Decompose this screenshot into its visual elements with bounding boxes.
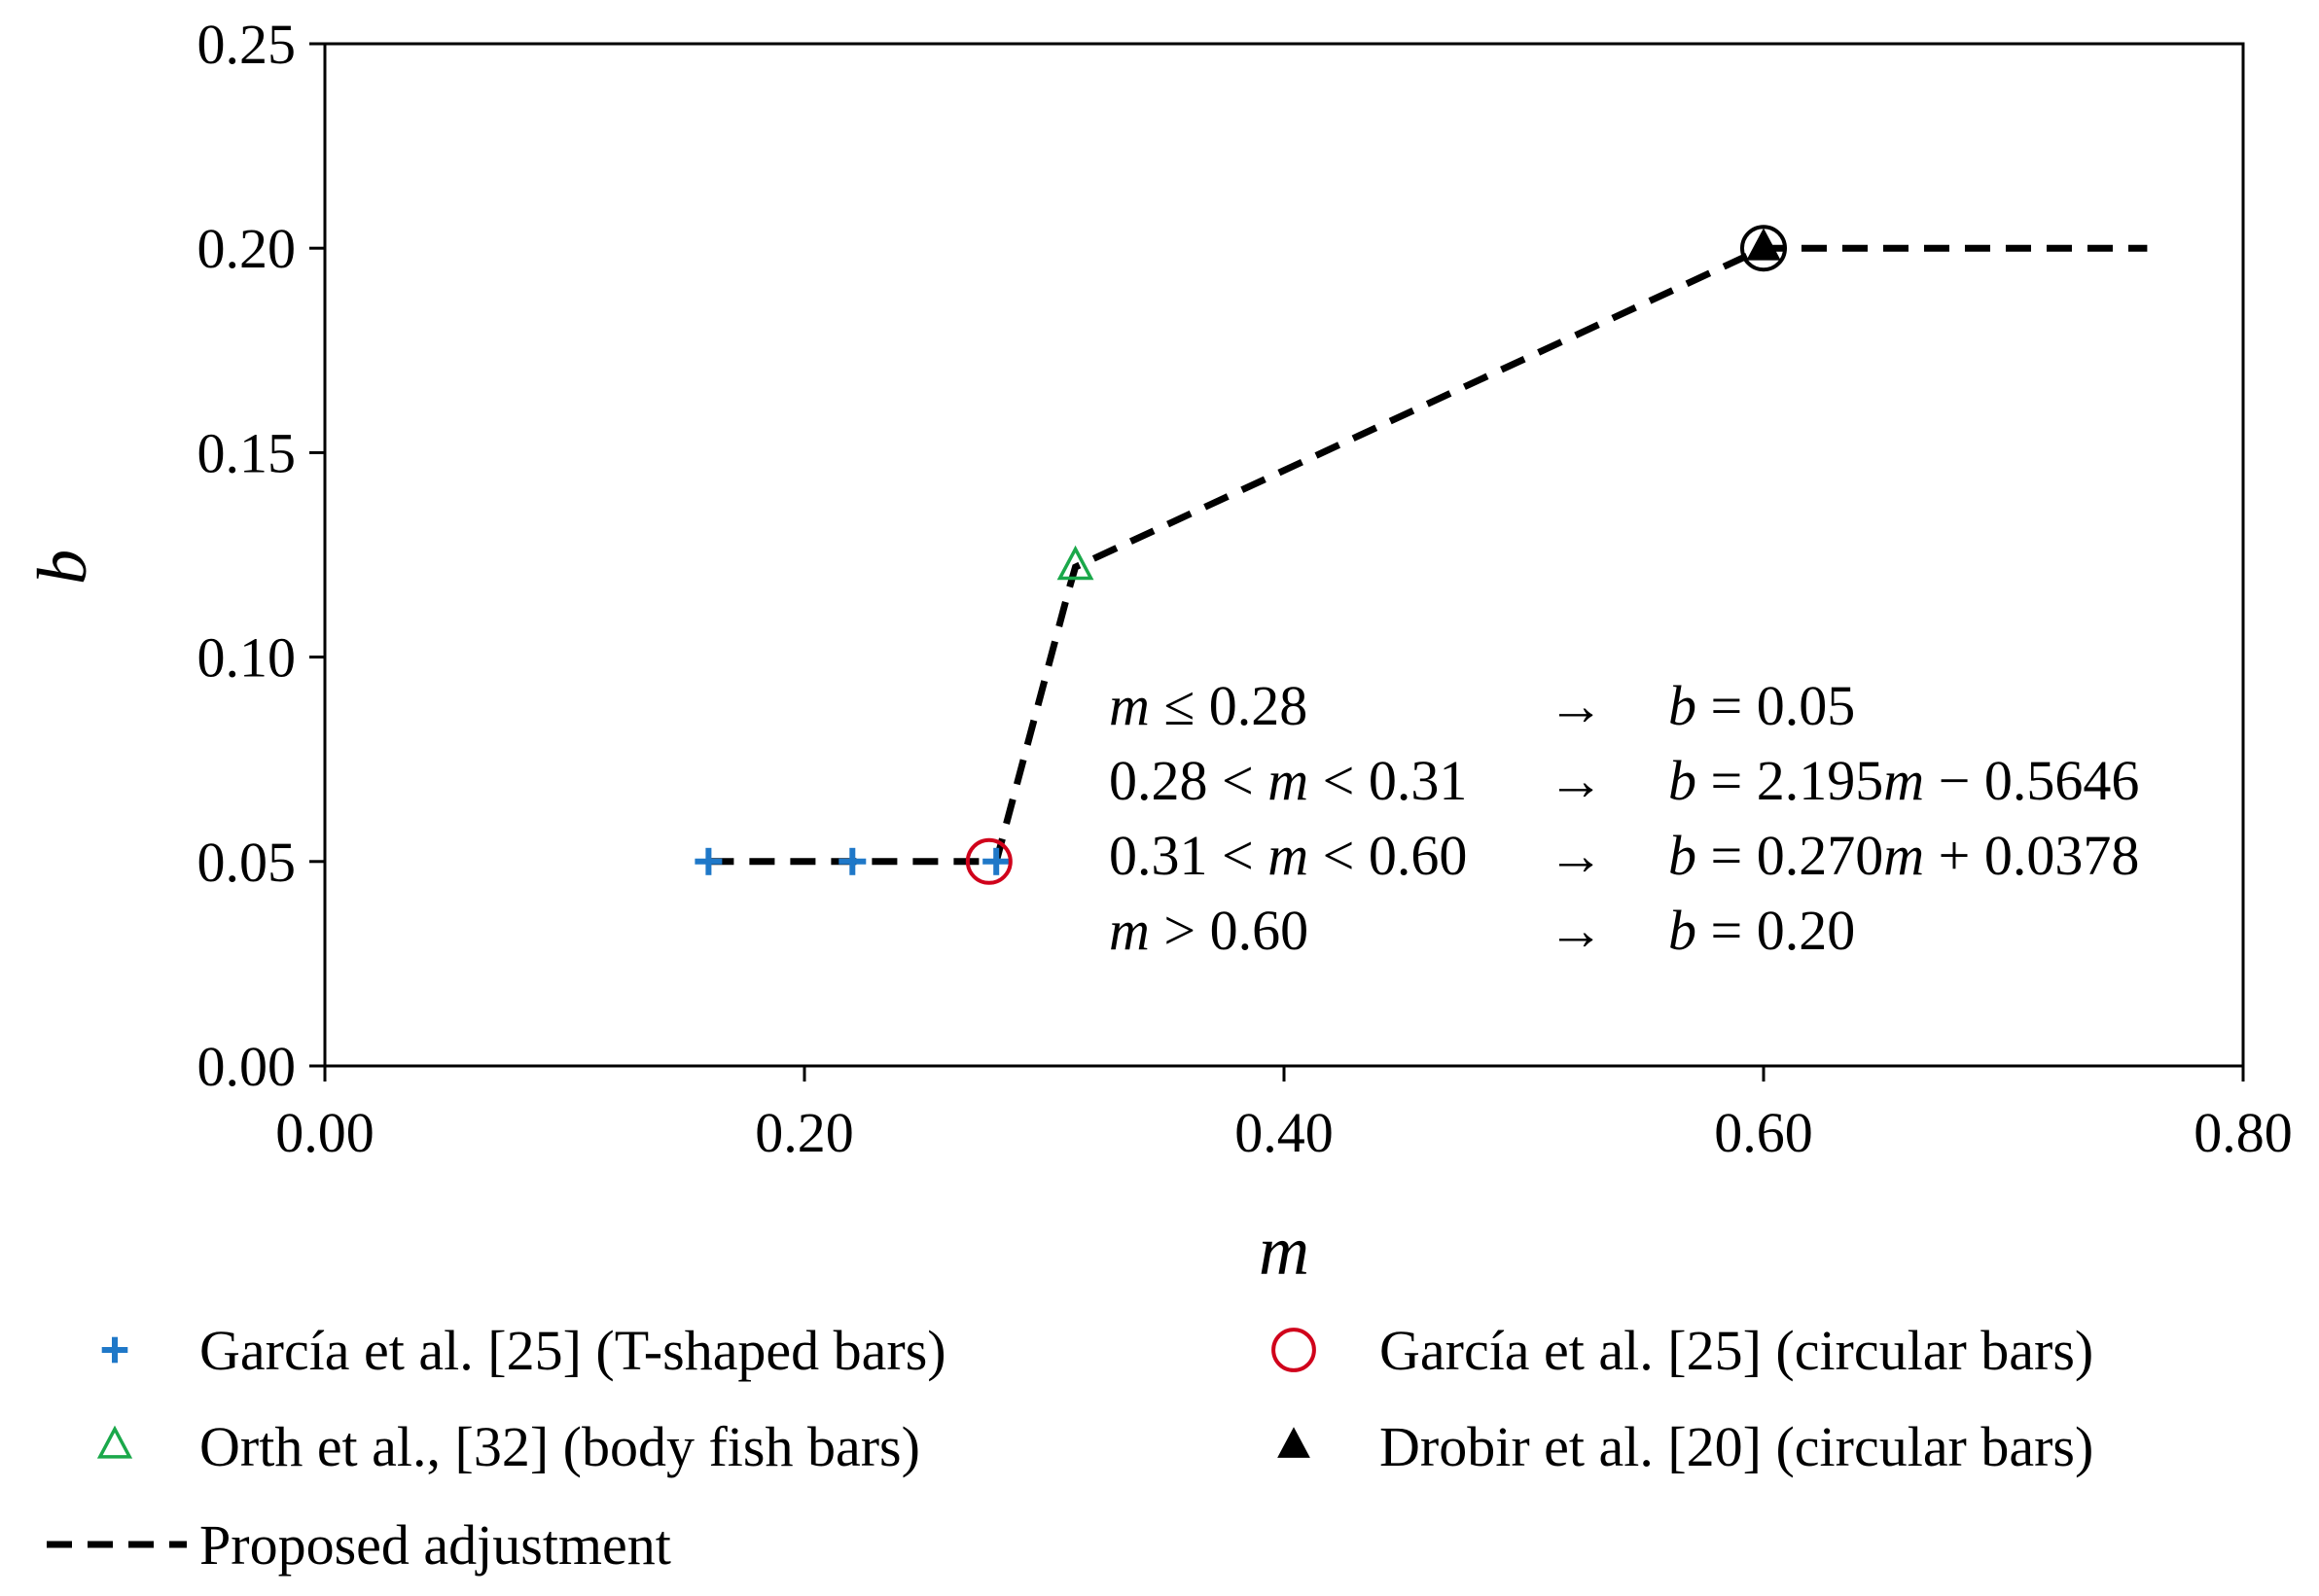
- annotation-condition-2: 0.31 < m < 0.60: [1109, 824, 1467, 887]
- y-tick-label: 0.05: [197, 831, 297, 894]
- annotation-equation-2: b = 0.270m + 0.0378: [1668, 824, 2139, 887]
- y-tick-label: 0.15: [197, 421, 297, 484]
- legend-marker-0: [101, 1336, 128, 1364]
- series-2-point-0-shape: [1056, 545, 1094, 581]
- x-tick-label: 0.40: [1234, 1101, 1334, 1164]
- annotation-condition-0: m ≤ 0.28: [1109, 674, 1307, 737]
- extra-marker-0-ring: [1740, 225, 1787, 272]
- legend-marker-3: [1277, 1427, 1310, 1458]
- series-0-point-1: [838, 847, 867, 875]
- annotation-arrow-1: →: [1548, 749, 1604, 812]
- legend-label-3: Drobir et al. [20] (circular bars): [1379, 1415, 2093, 1478]
- series-0-point-0: [695, 847, 723, 875]
- annotation-arrow-3: →: [1548, 899, 1604, 962]
- legend-marker-1: [1271, 1328, 1316, 1372]
- annotation-equation-0: b = 0.05: [1668, 674, 1855, 737]
- annotation-condition-1: 0.28 < m < 0.31: [1109, 749, 1467, 812]
- y-axis-label: b: [23, 550, 101, 585]
- legend-marker-3-shape: [1277, 1427, 1310, 1458]
- annotation-equation-3: b = 0.20: [1668, 899, 1855, 962]
- extra-marker-0: [1740, 225, 1787, 272]
- annotation-arrow-2: →: [1548, 824, 1604, 887]
- x-axis-label: m: [1259, 1212, 1309, 1290]
- series-2-point-0: [1056, 545, 1094, 581]
- y-tick-label: 0.25: [197, 13, 297, 76]
- x-tick-label: 0.00: [275, 1101, 375, 1164]
- y-tick-label: 0.10: [197, 626, 297, 690]
- series-1-point-0-ring: [965, 837, 1013, 885]
- series-1-point-0: [965, 837, 1013, 885]
- x-tick-label: 0.80: [2194, 1101, 2293, 1164]
- x-tick-label: 0.60: [1714, 1101, 1813, 1164]
- legend-marker-2-shape: [96, 1425, 133, 1459]
- legend-marker-1-ring: [1271, 1328, 1316, 1372]
- annotation-condition-3: m > 0.60: [1109, 899, 1308, 962]
- series-3-point-0: [1746, 228, 1781, 261]
- legend-label-2: Orth et al., [32] (body fish bars): [199, 1415, 920, 1478]
- legend-label-1: García et al. [25] (circular bars): [1379, 1319, 2093, 1382]
- y-tick-label: 0.20: [197, 217, 297, 280]
- series-3-point-0-shape: [1746, 228, 1781, 261]
- legend-marker-2: [96, 1425, 133, 1459]
- legend-label-0: García et al. [25] (T-shaped bars): [199, 1319, 946, 1382]
- legend-label-proposed: Proposed adjustment: [199, 1513, 671, 1577]
- series-0-point-2: [982, 847, 1011, 875]
- annotation-equation-1: b = 2.195m − 0.5646: [1668, 749, 2139, 812]
- x-tick-label: 0.20: [755, 1101, 854, 1164]
- annotation-arrow-0: →: [1548, 674, 1604, 737]
- y-tick-label: 0.00: [197, 1035, 297, 1098]
